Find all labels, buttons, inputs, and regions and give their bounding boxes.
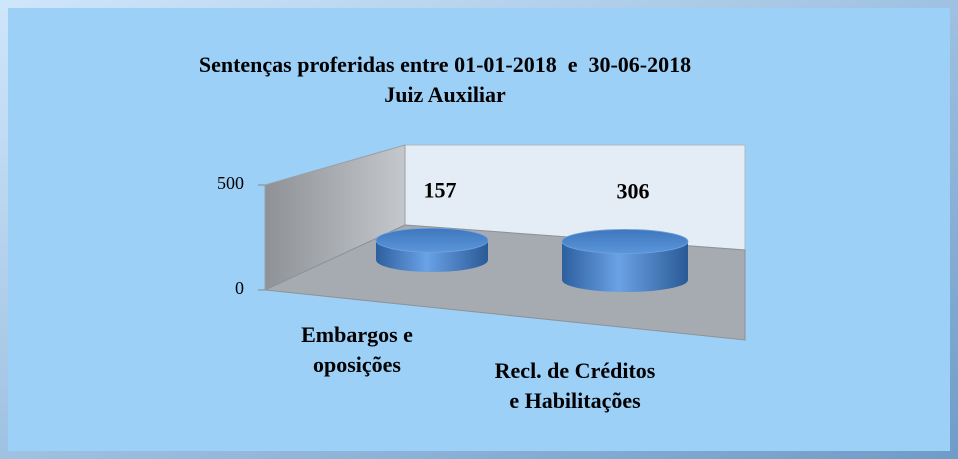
cylinder-top — [375, 227, 489, 253]
value-label: 157 — [424, 177, 457, 202]
chart-subtitle: Juiz Auxiliar — [384, 82, 506, 107]
chart-title: Sentenças proferidas entre 01-01-2018 e … — [198, 52, 692, 77]
y-tick-label: 0 — [235, 278, 244, 298]
cylinder-top — [561, 229, 689, 254]
x-tick-label: Recl. de Créditos e Habilitações — [494, 358, 656, 413]
value-label: 306 — [617, 178, 650, 203]
y-tick-label: 500 — [217, 173, 244, 193]
x-tick-label: Embargos e oposições — [301, 322, 413, 377]
